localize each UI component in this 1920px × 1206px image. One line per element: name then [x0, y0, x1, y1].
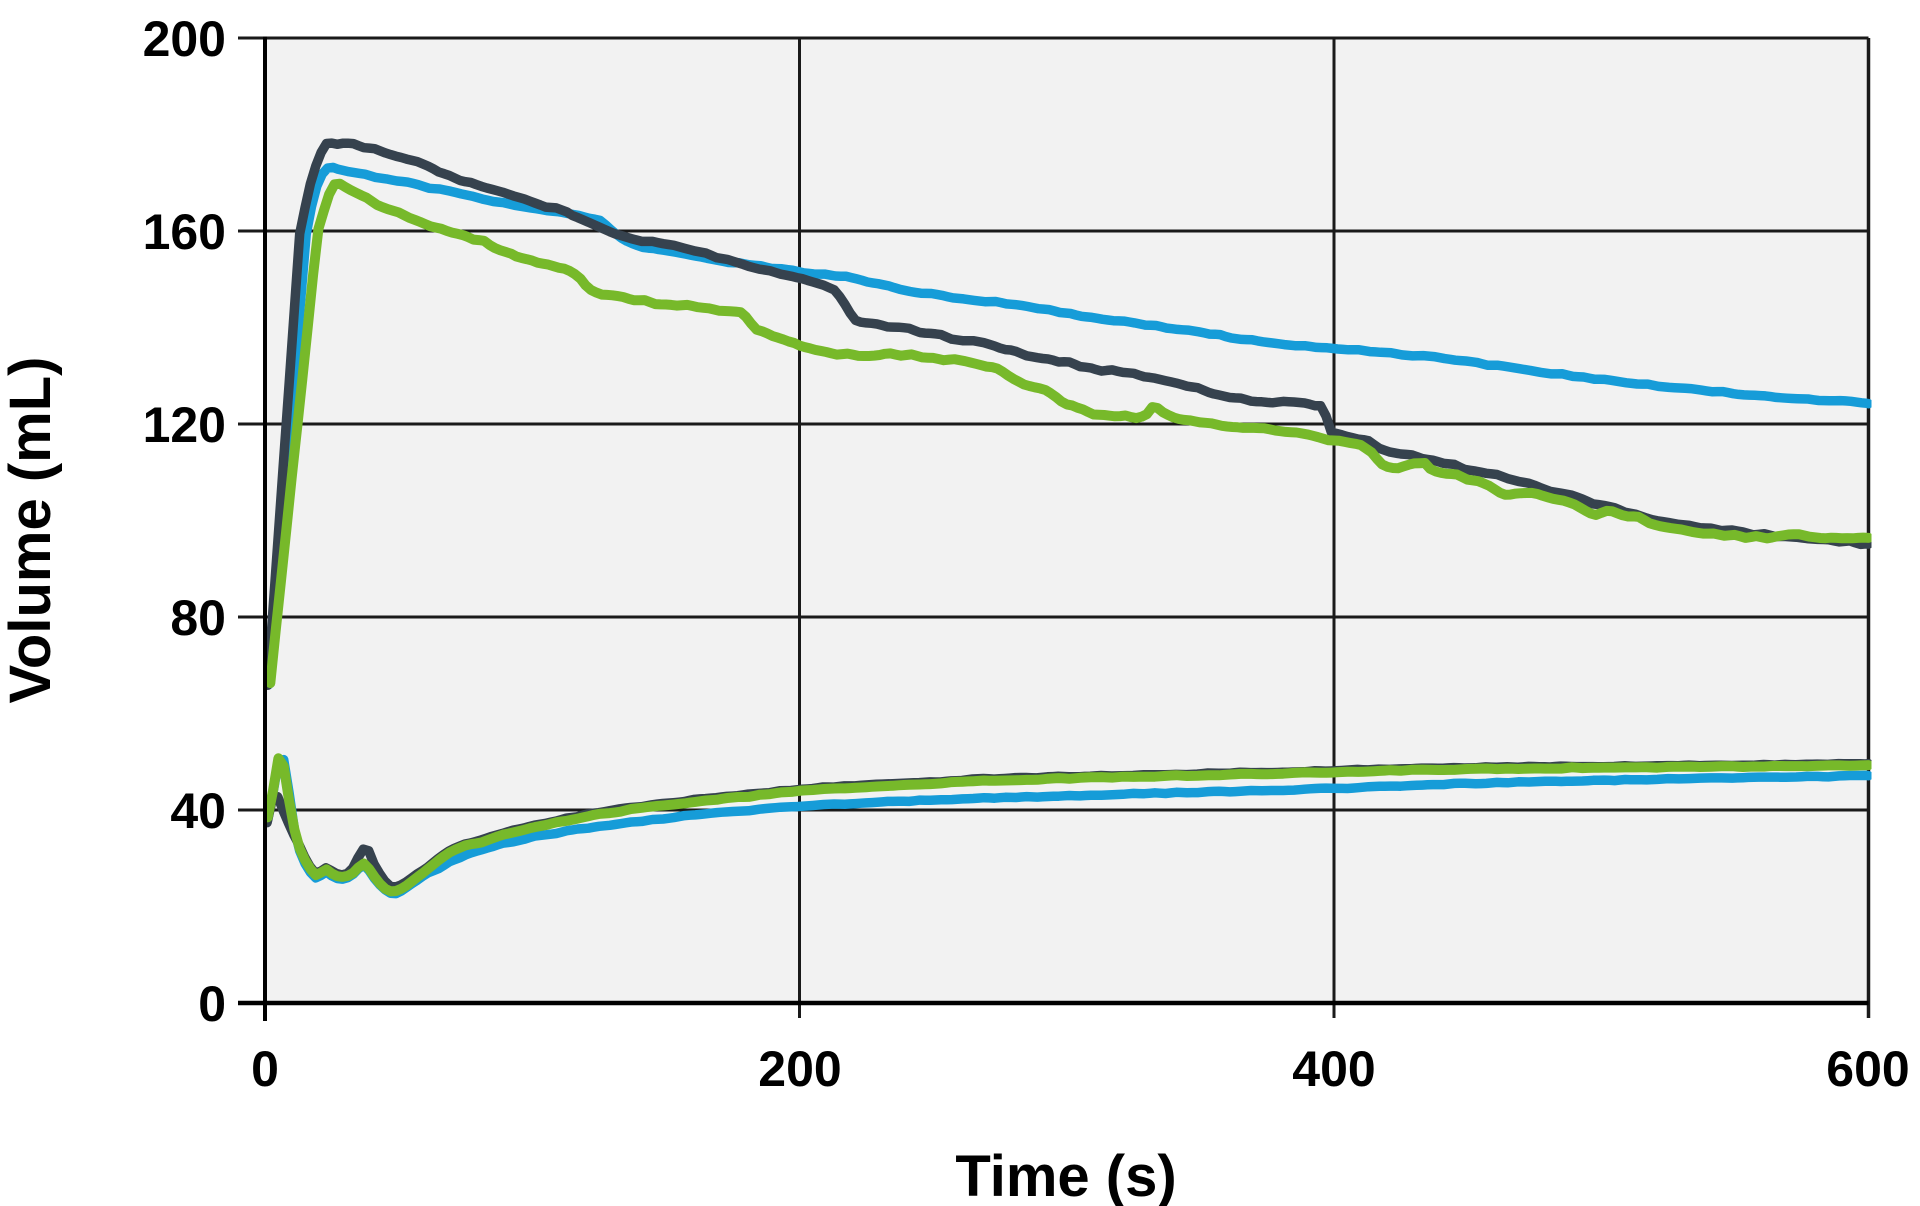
svg-text:200: 200: [758, 1041, 841, 1097]
svg-text:400: 400: [1292, 1041, 1375, 1097]
svg-text:120: 120: [143, 397, 226, 453]
svg-text:200: 200: [143, 11, 226, 67]
svg-text:40: 40: [170, 783, 226, 839]
svg-text:80: 80: [170, 590, 226, 646]
svg-text:0: 0: [251, 1041, 279, 1097]
svg-text:0: 0: [198, 976, 226, 1032]
svg-text:Time (s): Time (s): [955, 1144, 1176, 1206]
svg-text:600: 600: [1826, 1041, 1909, 1097]
svg-text:Volume (mL): Volume (mL): [0, 357, 63, 704]
svg-text:160: 160: [143, 204, 226, 260]
